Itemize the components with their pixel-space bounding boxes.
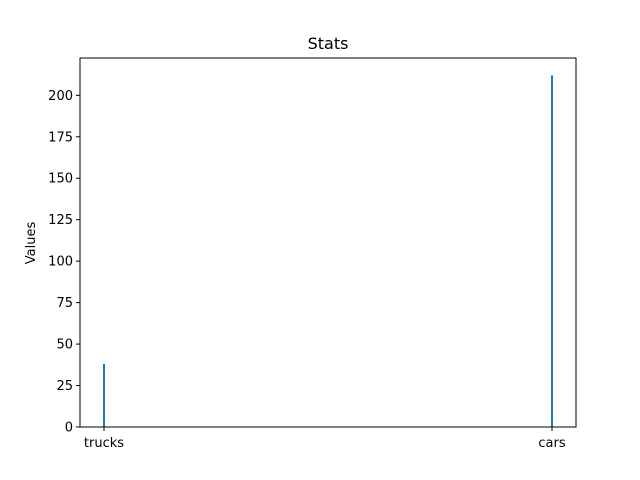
y-tick-label: 200 [48, 89, 73, 104]
x-axis: trucks cars [84, 427, 566, 451]
y-tick-label: 0 [65, 421, 73, 436]
x-tick-label: trucks [84, 436, 124, 451]
axes-frame [79, 57, 577, 428]
y-tick-label: 100 [48, 255, 73, 270]
y-tick-label: 150 [48, 172, 73, 187]
y-axis: 0 25 50 75 100 125 150 175 200 [48, 89, 80, 436]
chart-title: Stats [308, 34, 349, 53]
y-tick-label: 50 [56, 338, 73, 353]
y-axis-title: Values [24, 222, 39, 265]
y-tick-label: 25 [56, 379, 73, 394]
bar-trucks [103, 363, 105, 427]
y-tick-label: 175 [48, 130, 73, 145]
plot-area [103, 75, 553, 427]
x-tick-label: cars [538, 436, 565, 451]
bar-cars [551, 75, 553, 427]
y-tick-label: 125 [48, 213, 73, 228]
y-tick-label: 75 [56, 296, 73, 311]
